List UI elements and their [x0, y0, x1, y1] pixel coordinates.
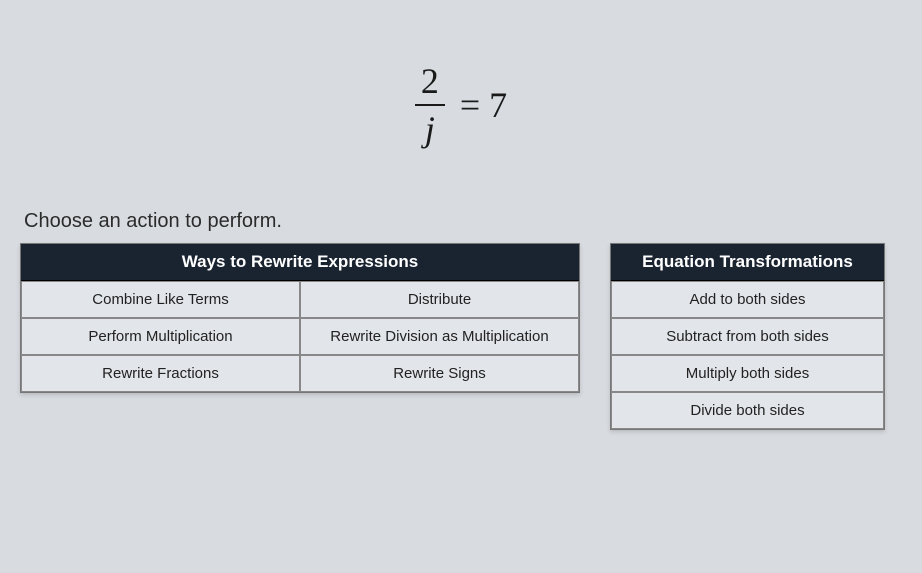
equation-transformations-header: Equation Transformations	[611, 244, 884, 281]
subtract-from-both-sides-button[interactable]: Subtract from both sides	[611, 318, 884, 355]
distribute-button[interactable]: Distribute	[300, 281, 579, 318]
rewrite-fractions-button[interactable]: Rewrite Fractions	[21, 355, 300, 392]
multiply-both-sides-button[interactable]: Multiply both sides	[611, 355, 884, 392]
equation-right-side: 7	[489, 84, 507, 126]
add-to-both-sides-button[interactable]: Add to both sides	[611, 281, 884, 318]
prompt-text: Choose an action to perform.	[24, 210, 902, 233]
equation-fraction: 2 j	[415, 60, 445, 150]
equation-transformations-panel: Equation Transformations Add to both sid…	[610, 243, 885, 430]
rewrite-signs-button[interactable]: Rewrite Signs	[300, 355, 579, 392]
rewrite-expressions-body: Combine Like Terms Distribute Perform Mu…	[21, 281, 579, 392]
fraction-numerator: 2	[415, 60, 445, 102]
divide-both-sides-button[interactable]: Divide both sides	[611, 392, 884, 429]
action-tables: Ways to Rewrite Expressions Combine Like…	[20, 243, 902, 430]
equation-transformations-body: Add to both sides Subtract from both sid…	[611, 281, 884, 429]
rewrite-division-as-multiplication-button[interactable]: Rewrite Division as Multiplication	[300, 318, 579, 355]
fraction-bar	[415, 104, 445, 106]
table-row: Combine Like Terms Distribute	[21, 281, 579, 318]
rewrite-expressions-header: Ways to Rewrite Expressions	[21, 244, 579, 281]
equation-display: 2 j = 7	[20, 60, 902, 150]
combine-like-terms-button[interactable]: Combine Like Terms	[21, 281, 300, 318]
equation-equals: =	[460, 84, 480, 126]
fraction-denominator: j	[415, 108, 445, 150]
table-row: Rewrite Fractions Rewrite Signs	[21, 355, 579, 392]
table-row: Perform Multiplication Rewrite Division …	[21, 318, 579, 355]
rewrite-expressions-panel: Ways to Rewrite Expressions Combine Like…	[20, 243, 580, 393]
perform-multiplication-button[interactable]: Perform Multiplication	[21, 318, 300, 355]
